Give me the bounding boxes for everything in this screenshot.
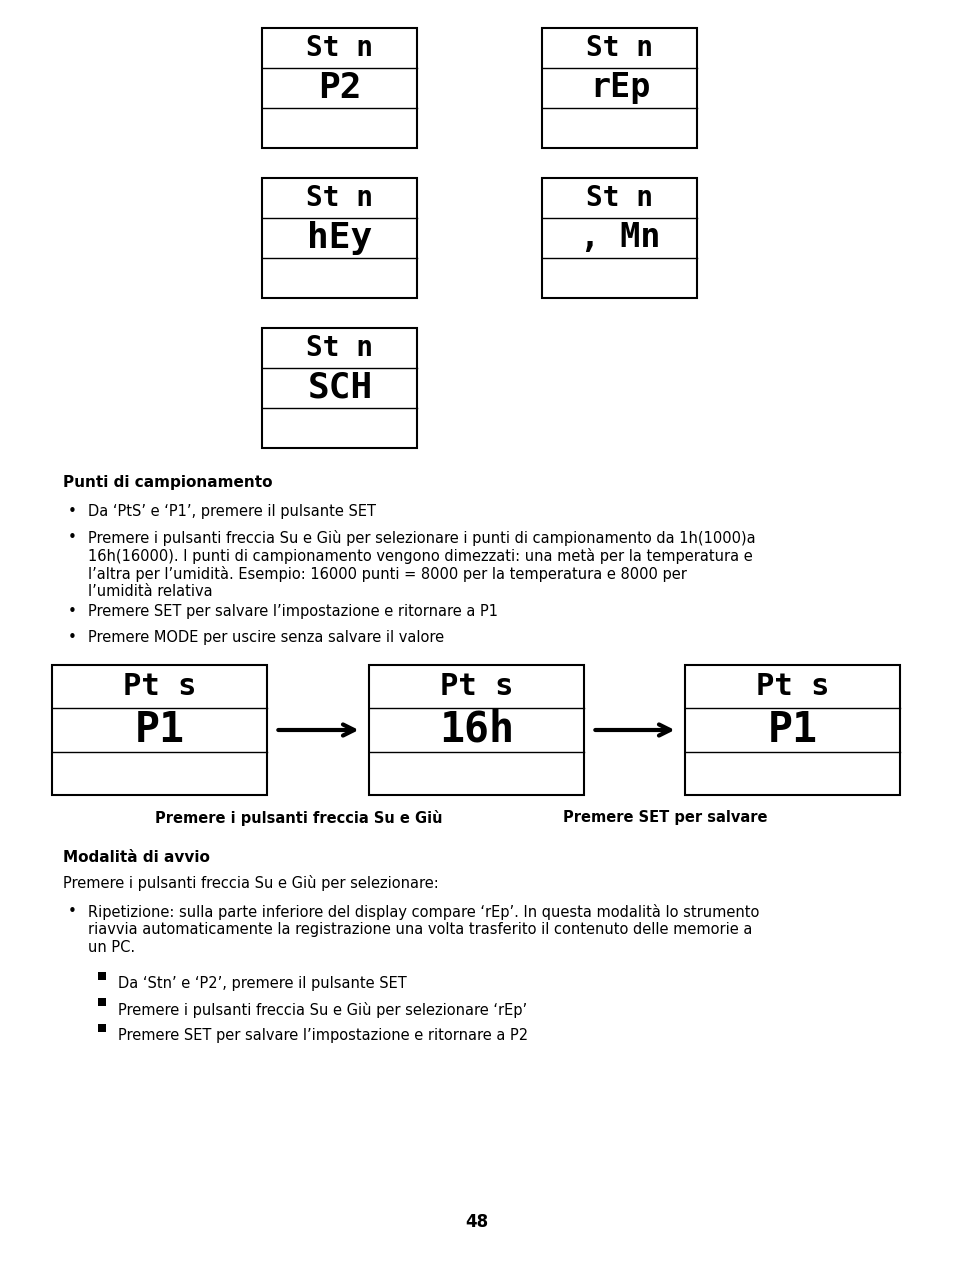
Text: Ripetizione: sulla parte inferiore del display compare ‘rEp’. In questa modalità: Ripetizione: sulla parte inferiore del d… xyxy=(88,904,759,921)
FancyBboxPatch shape xyxy=(685,665,900,794)
Text: rEp: rEp xyxy=(589,72,650,105)
Text: Pt s: Pt s xyxy=(756,672,829,701)
Text: •: • xyxy=(68,530,77,545)
Text: P2: P2 xyxy=(318,71,361,105)
Text: Da ‘PtS’ e ‘P1’, premere il pulsante SET: Da ‘PtS’ e ‘P1’, premere il pulsante SET xyxy=(88,504,375,520)
Text: Premere i pulsanti freccia Su e Giù per selezionare i punti di campionamento da : Premere i pulsanti freccia Su e Giù per … xyxy=(88,530,755,546)
Text: l’umidità relativa: l’umidità relativa xyxy=(88,584,213,599)
FancyBboxPatch shape xyxy=(262,28,417,148)
FancyBboxPatch shape xyxy=(262,328,417,448)
Text: Premere SET per salvare: Premere SET per salvare xyxy=(562,810,766,825)
Text: Premere SET per salvare l’impostazione e ritornare a P1: Premere SET per salvare l’impostazione e… xyxy=(88,604,497,619)
FancyBboxPatch shape xyxy=(52,665,267,794)
Text: P1: P1 xyxy=(135,709,185,752)
FancyBboxPatch shape xyxy=(262,178,417,298)
Text: l’altra per l’umidità. Esempio: 16000 punti = 8000 per la temperatura e 8000 per: l’altra per l’umidità. Esempio: 16000 pu… xyxy=(88,566,686,583)
FancyBboxPatch shape xyxy=(542,28,697,148)
Text: St n: St n xyxy=(586,184,653,212)
Text: •: • xyxy=(68,504,77,520)
Bar xyxy=(98,997,106,1006)
Text: •: • xyxy=(68,904,77,919)
Text: Da ‘Stn’ e ‘P2’, premere il pulsante SET: Da ‘Stn’ e ‘P2’, premere il pulsante SET xyxy=(118,976,406,991)
Text: P1: P1 xyxy=(767,709,817,752)
FancyBboxPatch shape xyxy=(369,665,584,794)
FancyBboxPatch shape xyxy=(542,178,697,298)
Text: , Mn: , Mn xyxy=(579,222,659,255)
Text: Premere SET per salvare l’impostazione e ritornare a P2: Premere SET per salvare l’impostazione e… xyxy=(118,1028,528,1043)
Text: Premere i pulsanti freccia Su e Giù per selezionare:: Premere i pulsanti freccia Su e Giù per … xyxy=(63,875,438,892)
Text: Modalità di avvio: Modalità di avvio xyxy=(63,850,210,865)
Text: 16h(16000). I punti di campionamento vengono dimezzati: una metà per la temperat: 16h(16000). I punti di campionamento ven… xyxy=(88,549,752,564)
Text: Pt s: Pt s xyxy=(439,672,514,701)
Text: Pt s: Pt s xyxy=(123,672,196,701)
Text: St n: St n xyxy=(306,334,374,362)
Text: riavvia automaticamente la registrazione una volta trasferito il contenuto delle: riavvia automaticamente la registrazione… xyxy=(88,922,752,937)
Text: •: • xyxy=(68,604,77,619)
Text: Premere i pulsanti freccia Su e Giù: Premere i pulsanti freccia Su e Giù xyxy=(154,810,442,826)
Text: Punti di campionamento: Punti di campionamento xyxy=(63,475,273,491)
Text: un PC.: un PC. xyxy=(88,939,135,955)
Text: SCH: SCH xyxy=(307,371,373,405)
Text: St n: St n xyxy=(306,34,374,62)
Text: 48: 48 xyxy=(465,1213,488,1231)
Text: Premere MODE per uscire senza salvare il valore: Premere MODE per uscire senza salvare il… xyxy=(88,630,444,644)
Text: St n: St n xyxy=(586,34,653,62)
Text: Premere i pulsanti freccia Su e Giù per selezionare ‘rEp’: Premere i pulsanti freccia Su e Giù per … xyxy=(118,1002,527,1018)
Bar xyxy=(98,972,106,980)
Text: 16h: 16h xyxy=(439,709,514,752)
Text: hEy: hEy xyxy=(307,221,373,255)
Text: St n: St n xyxy=(306,184,374,212)
Bar xyxy=(98,1024,106,1031)
Text: •: • xyxy=(68,630,77,644)
